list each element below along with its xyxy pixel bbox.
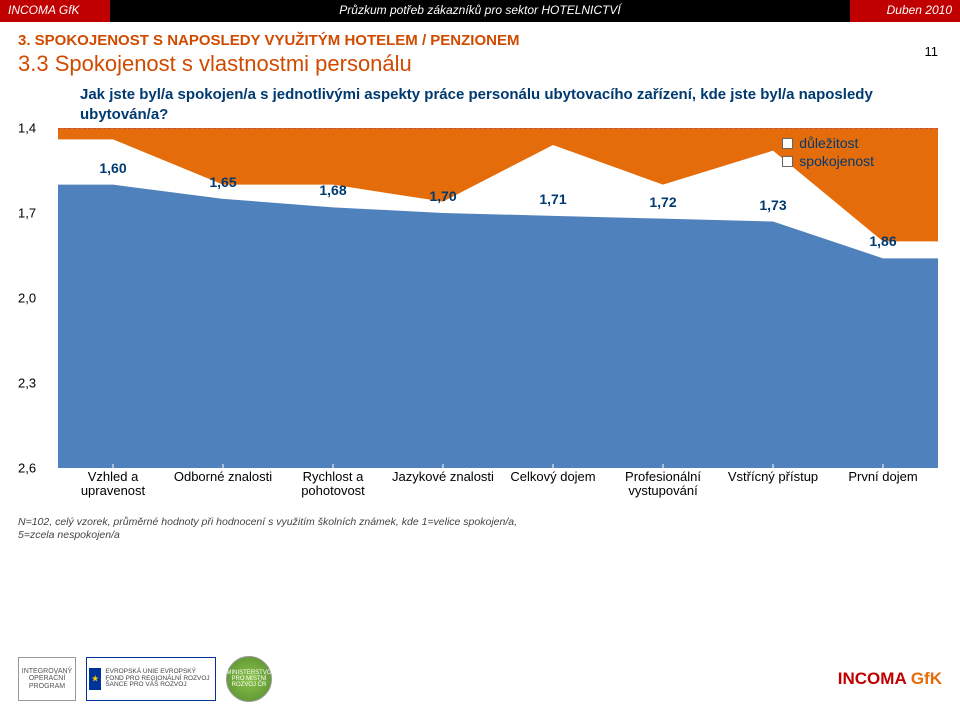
- legend-label: spokojenost: [799, 152, 874, 170]
- header-center: Průzkum potřeb zákazníků pro sektor HOTE…: [110, 0, 850, 22]
- footer-brand: INCOMA GfK: [838, 669, 942, 689]
- footer-logos: INTEGROVANÝ OPERAČNÍ PROGRAM EVROPSKÁ UN…: [18, 656, 942, 702]
- data-label: 1,71: [539, 191, 566, 207]
- data-label: 1,86: [869, 233, 896, 249]
- x-axis-category-label: Vzhled a upravenost: [58, 468, 168, 498]
- x-axis-category-label: Rychlost a pohotovost: [278, 468, 388, 498]
- breadcrumb: 3. SPOKOJENOST S NAPOSLEDY VYUŽITÝM HOTE…: [18, 32, 942, 49]
- x-axis-category-label: Vstřícný přístup: [718, 468, 828, 498]
- x-axis-category-label: Profesionální vystupování: [608, 468, 718, 498]
- legend-label: důležitost: [799, 134, 858, 152]
- logo-eu: EVROPSKÁ UNIE EVROPSKÝ FOND PRO REGIONÁL…: [86, 657, 216, 701]
- top-header-bar: INCOMA GfK Průzkum potřeb zákazníků pro …: [0, 0, 960, 22]
- legend-swatch-icon: [782, 138, 793, 149]
- eu-text: EVROPSKÁ UNIE EVROPSKÝ FOND PRO REGIONÁL…: [105, 669, 213, 689]
- brand-incoma: INCOMA: [838, 669, 906, 688]
- y-axis-tick-label: 2,3: [18, 376, 36, 391]
- y-axis-tick-label: 1,7: [18, 206, 36, 221]
- data-label: 1,68: [319, 182, 346, 198]
- data-label: 1,72: [649, 194, 676, 210]
- data-label: 1,60: [99, 160, 126, 176]
- x-axis-category-label: Odborné znalosti: [168, 468, 278, 498]
- chart-footnote: N=102, celý vzorek, průměrné hodnoty při…: [18, 516, 518, 542]
- logo-iop: INTEGROVANÝ OPERAČNÍ PROGRAM: [18, 657, 76, 701]
- question-block: Jak jste byl/a spokojen/a s jednotlivými…: [0, 79, 960, 124]
- y-axis-tick-label: 1,4: [18, 121, 36, 136]
- chart-svg: [58, 128, 938, 468]
- sponsor-logo-strip: INTEGROVANÝ OPERAČNÍ PROGRAM EVROPSKÁ UN…: [18, 656, 272, 702]
- y-axis-tick-label: 2,6: [18, 461, 36, 476]
- data-label: 1,65: [209, 174, 236, 190]
- header-date: Duben 2010: [850, 0, 960, 22]
- area-chart: důležitost spokojenost 1,60 1,65 1,68 1,70 1…: [18, 128, 942, 498]
- data-label: 1,70: [429, 188, 456, 204]
- chart-area-spokojenost: [58, 185, 938, 468]
- page-title: 3.3 Spokojenost s vlastnostmi personálu: [18, 51, 942, 77]
- y-axis-tick-label: 2,0: [18, 291, 36, 306]
- x-axis: Vzhled a upravenostOdborné znalostiRychl…: [58, 468, 938, 498]
- page-number: 11: [925, 44, 939, 59]
- data-label: 1,73: [759, 197, 786, 213]
- logo-mmr: MINISTERSTVO PRO MÍSTNÍ ROZVOJ ČR: [226, 656, 272, 702]
- survey-question: Jak jste byl/a spokojen/a s jednotlivými…: [80, 85, 880, 124]
- x-axis-category-label: Jazykové znalosti: [388, 468, 498, 498]
- chart-legend: důležitost spokojenost: [778, 132, 878, 172]
- brand-left: INCOMA GfK: [0, 0, 110, 22]
- legend-row-spokojenost: spokojenost: [782, 152, 874, 170]
- x-axis-category-label: Celkový dojem: [498, 468, 608, 498]
- section-heading: 3. SPOKOJENOST S NAPOSLEDY VYUŽITÝM HOTE…: [0, 22, 960, 79]
- brand-gfk: GfK: [911, 669, 942, 688]
- legend-row-dulezitost: důležitost: [782, 134, 874, 152]
- gridline-top: [58, 128, 938, 129]
- x-axis-category-label: První dojem: [828, 468, 938, 498]
- plot-area: důležitost spokojenost 1,60 1,65 1,68 1,70 1…: [58, 128, 938, 468]
- legend-swatch-icon: [782, 156, 793, 167]
- eu-flag-icon: [89, 668, 101, 690]
